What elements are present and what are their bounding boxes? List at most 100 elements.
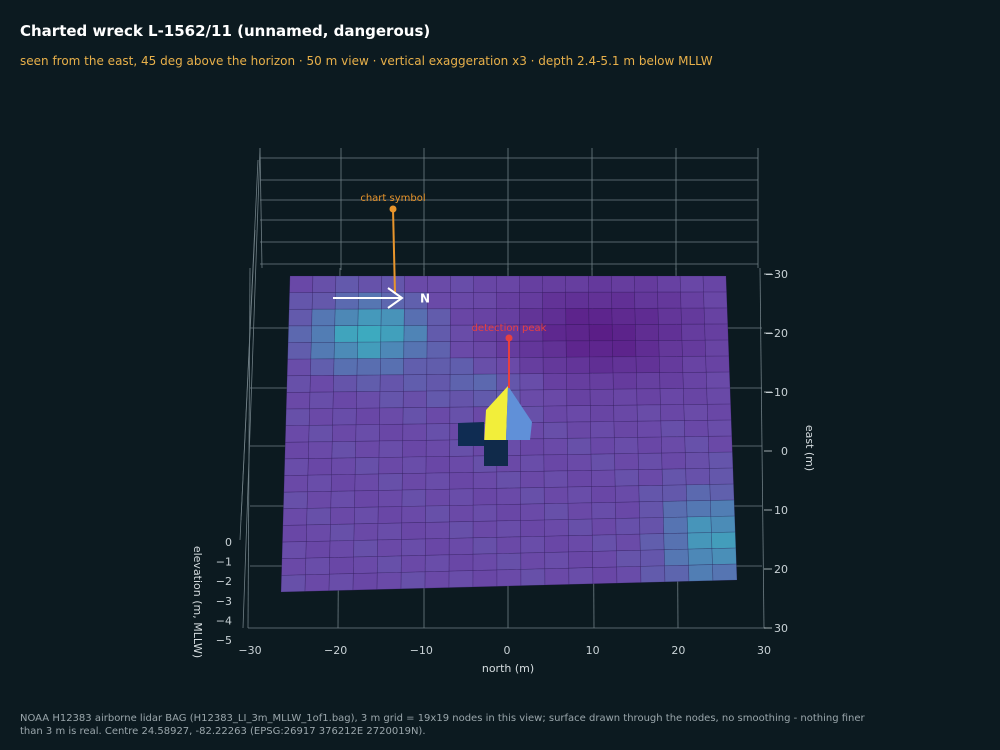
surface-cell — [307, 474, 332, 493]
surface-cell — [496, 552, 522, 571]
surface-cell — [425, 521, 450, 540]
surface-cell — [658, 323, 683, 341]
surface-cell — [357, 325, 382, 343]
surface-cell — [473, 292, 497, 310]
surface-cell — [638, 484, 664, 503]
surface-cell — [542, 340, 567, 358]
surface-cell — [520, 519, 545, 538]
surface-cell — [286, 358, 312, 377]
surface-cell — [588, 324, 613, 342]
surface-cell — [614, 453, 639, 471]
chart-subtitle: seen from the east, 45 deg above the hor… — [20, 54, 713, 68]
surface-cell — [636, 372, 661, 390]
surface-cell — [590, 453, 616, 471]
surface-cell — [660, 420, 686, 438]
surface-cell — [330, 490, 356, 509]
surface-cell — [496, 569, 522, 587]
surface-cell — [449, 357, 474, 375]
surface-cell — [496, 275, 520, 293]
surface-cell — [703, 307, 729, 325]
surface-cell — [542, 291, 567, 309]
surface-cell — [332, 407, 357, 426]
surface-cell — [403, 374, 428, 392]
y-tick-label: −30 — [765, 268, 788, 281]
surface-cell — [709, 467, 734, 485]
surface-cell — [354, 473, 380, 492]
surface-cell — [687, 532, 713, 550]
surface-cell — [378, 440, 404, 458]
surface-cell — [401, 489, 427, 507]
surface-cell — [403, 357, 428, 376]
surface-cell — [681, 323, 706, 341]
surface-cell — [403, 324, 428, 343]
surface-cell — [402, 456, 427, 474]
surface-cell — [566, 405, 591, 423]
surface-cell — [711, 547, 737, 565]
surface-cell — [611, 291, 636, 309]
peak-face-west — [484, 386, 508, 445]
surface-cell — [379, 407, 404, 425]
surface-cell — [590, 421, 615, 439]
surface-cell — [567, 453, 592, 472]
surface-cell — [706, 403, 732, 421]
north-label: N — [420, 292, 430, 306]
surface-cell — [379, 374, 404, 392]
surface-cell — [401, 522, 426, 540]
surface-cell — [567, 518, 593, 537]
surface-cell — [688, 564, 714, 582]
surface-cell — [305, 524, 331, 542]
surface-cell — [378, 456, 403, 475]
bathymetry-surface — [280, 275, 738, 593]
surface-cell — [329, 556, 354, 575]
surface-cell — [450, 308, 474, 326]
surface-cell — [425, 439, 451, 458]
surface-cell — [448, 521, 474, 539]
surface-cell — [424, 570, 450, 589]
surface-cell — [358, 275, 383, 293]
surface-cell — [496, 291, 520, 309]
surface-cell — [282, 508, 308, 526]
surface-cell — [709, 483, 735, 501]
surface-cell — [613, 420, 639, 438]
surface-cell — [519, 438, 545, 456]
surface-cell — [567, 486, 593, 504]
surface-cell — [588, 340, 614, 358]
surface-cell — [684, 419, 709, 437]
surface-cell — [639, 517, 665, 535]
surface-cell — [286, 375, 311, 393]
surface-cell — [403, 308, 428, 326]
surface-cell — [400, 571, 426, 590]
surface-cell — [637, 420, 662, 438]
surface-cell — [329, 540, 355, 558]
surface-cell — [427, 275, 451, 293]
surface-cell — [634, 307, 659, 325]
z-axis-ticks: 0 −1 −2 −3 −4 −5 — [216, 536, 232, 647]
surface-cell — [588, 291, 613, 309]
back-wall-grid — [259, 147, 759, 270]
surface-cell — [520, 470, 545, 489]
surface-cell — [449, 455, 474, 474]
x-tick-label: 0 — [504, 644, 511, 657]
surface-cell — [705, 371, 731, 389]
surface-cell — [685, 484, 711, 502]
surface-cell — [613, 404, 638, 422]
surface-cell — [706, 387, 731, 405]
surface-cell — [288, 308, 313, 327]
surface-cell — [544, 567, 570, 586]
surface-cell — [659, 372, 684, 390]
x-tick-label: 10 — [586, 644, 600, 657]
surface-cell — [329, 523, 355, 542]
surface-cell — [662, 484, 687, 502]
chart-title: Charted wreck L-1562/11 (unnamed, danger… — [20, 22, 431, 40]
surface-cell — [591, 502, 617, 520]
surface-cell — [308, 424, 333, 443]
surface-cell — [450, 275, 474, 293]
surface-cell — [566, 372, 591, 390]
surface-cell — [611, 307, 636, 325]
surface-cell — [592, 566, 618, 585]
surface-cell — [566, 389, 591, 407]
surface-cell — [565, 340, 590, 358]
surface-cell — [612, 340, 637, 358]
surface-cell — [616, 549, 641, 568]
surface-cell — [616, 566, 642, 584]
